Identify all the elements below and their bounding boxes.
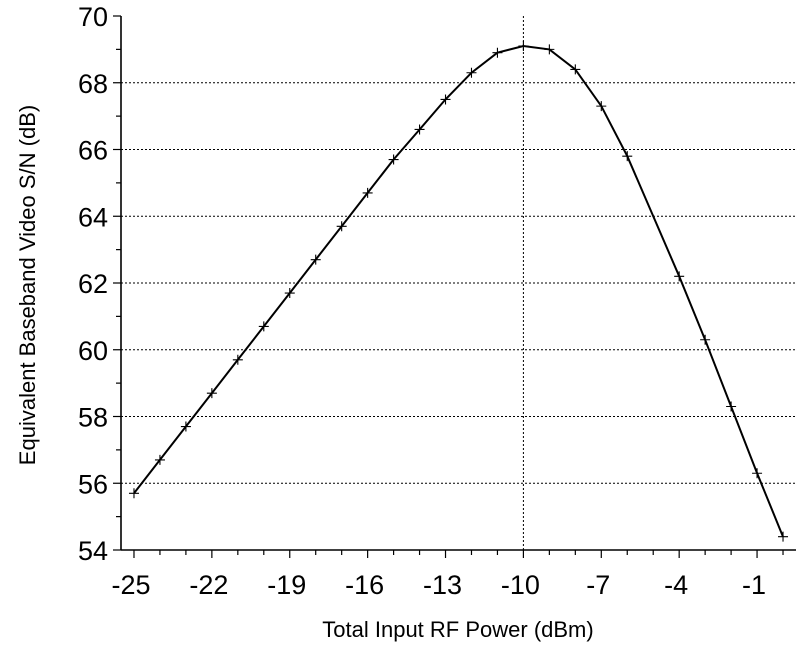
y-tick-label: 56	[78, 469, 108, 499]
data-point-marker	[778, 531, 789, 542]
x-tick-label: -13	[423, 570, 462, 600]
x-tick-label: -4	[664, 570, 688, 600]
data-point-marker	[726, 401, 737, 412]
data-point-marker	[544, 44, 555, 55]
x-tick-label: -19	[267, 570, 306, 600]
y-tick-label: 62	[78, 269, 108, 299]
y-tick-label: 54	[78, 536, 108, 566]
data-point-marker	[596, 101, 607, 112]
data-point-marker	[570, 64, 581, 75]
data-point-marker	[258, 321, 269, 332]
y-tick-label: 68	[78, 69, 108, 99]
x-axis-label: Total Input RF Power (dBm)	[322, 617, 593, 642]
data-point-marker	[622, 151, 633, 162]
data-point-marker	[518, 41, 529, 52]
data-point-marker	[700, 334, 711, 345]
axes	[113, 15, 796, 558]
data-point-marker	[414, 124, 425, 135]
x-tick-labels: -25 -22 -19 -16 -13 -10 -7 -4 -1	[111, 570, 766, 600]
grid-lines	[121, 82, 796, 484]
y-tick-label: 58	[78, 403, 108, 433]
data-point-marker	[752, 468, 763, 479]
y-axis-label: Equivalent Baseband Video S/N (dB)	[15, 105, 40, 465]
data-point-marker	[284, 288, 295, 299]
data-point-marker	[388, 154, 399, 165]
y-tick-label: 66	[78, 136, 108, 166]
data-point-marker	[492, 47, 503, 58]
data-point-marker	[440, 94, 451, 105]
data-point-marker	[128, 488, 139, 499]
data-point-marker	[154, 454, 165, 465]
y-tick-label: 60	[78, 336, 108, 366]
x-tick-label: -25	[111, 570, 150, 600]
x-tick-label: -16	[345, 570, 384, 600]
x-tick-label: -7	[586, 570, 610, 600]
y-tick-label: 64	[78, 202, 108, 232]
y-tick-labels: 54 56 58 60 62 64 66 68 70	[78, 2, 108, 566]
data-point-marker	[674, 271, 685, 282]
x-tick-label: -1	[742, 570, 766, 600]
series-line	[133, 44, 784, 538]
data-point-marker	[362, 187, 373, 198]
data-point-marker	[336, 221, 347, 232]
data-point-marker	[206, 388, 217, 399]
data-point-marker	[466, 67, 477, 78]
data-point-marker	[232, 354, 243, 365]
x-tick-label: -10	[501, 570, 540, 600]
data-point-marker	[180, 421, 191, 432]
series-group	[128, 41, 789, 542]
data-point-marker	[310, 254, 321, 265]
y-tick-label: 70	[78, 2, 108, 32]
x-tick-label: -22	[189, 570, 228, 600]
